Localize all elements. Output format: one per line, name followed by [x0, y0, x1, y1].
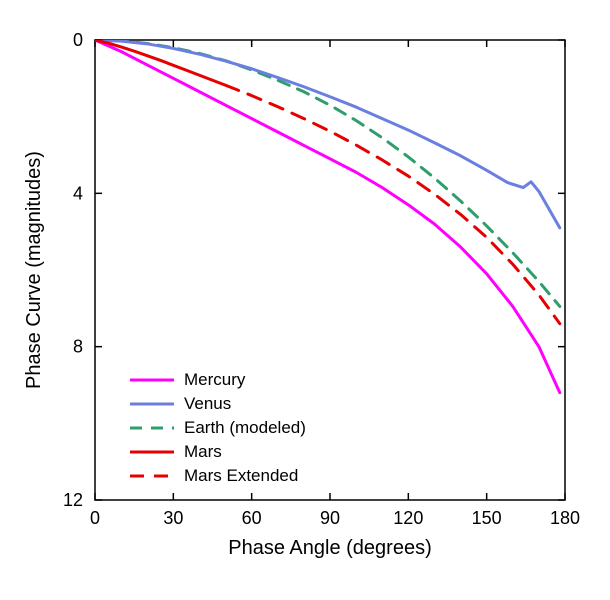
x-tick-label: 30	[163, 508, 183, 528]
x-axis-ticks: 0 30 60 90 120 150 180	[90, 40, 580, 528]
series-group	[95, 40, 560, 393]
chart-svg: 0 30 60 90 120 150 180 0 4 8 12 Phase Angle (degr…	[0, 0, 610, 600]
plot-box	[95, 40, 565, 500]
x-tick-label: 150	[472, 508, 502, 528]
y-axis-label: Phase Curve (magnitudes)	[23, 151, 45, 389]
x-tick-label: 180	[550, 508, 580, 528]
y-tick-label: 8	[73, 337, 83, 357]
x-tick-label: 90	[320, 508, 340, 528]
series-mars_ext	[226, 85, 560, 323]
phase-curve-chart: 0 30 60 90 120 150 180 0 4 8 12 Phase Angle (degr…	[0, 0, 610, 600]
legend-label-mars: Mars	[184, 442, 222, 461]
x-axis-label: Phase Angle (degrees)	[228, 537, 431, 559]
legend-label-venus: Venus	[184, 394, 231, 413]
series-venus	[95, 40, 560, 228]
legend-label-mercury: Mercury	[184, 370, 246, 389]
y-tick-label: 12	[63, 490, 83, 510]
legend: Mercury Venus Earth (modeled) Mars Mars Exte…	[130, 370, 306, 485]
y-tick-label: 0	[73, 30, 83, 50]
legend-label-mars_ext: Mars Extended	[184, 466, 298, 485]
x-tick-label: 60	[242, 508, 262, 528]
y-axis-ticks: 0 4 8 12	[63, 30, 565, 510]
y-tick-label: 4	[73, 183, 83, 203]
x-tick-label: 120	[393, 508, 423, 528]
legend-label-earth: Earth (modeled)	[184, 418, 306, 437]
x-tick-label: 0	[90, 508, 100, 528]
series-mercury	[95, 40, 560, 393]
